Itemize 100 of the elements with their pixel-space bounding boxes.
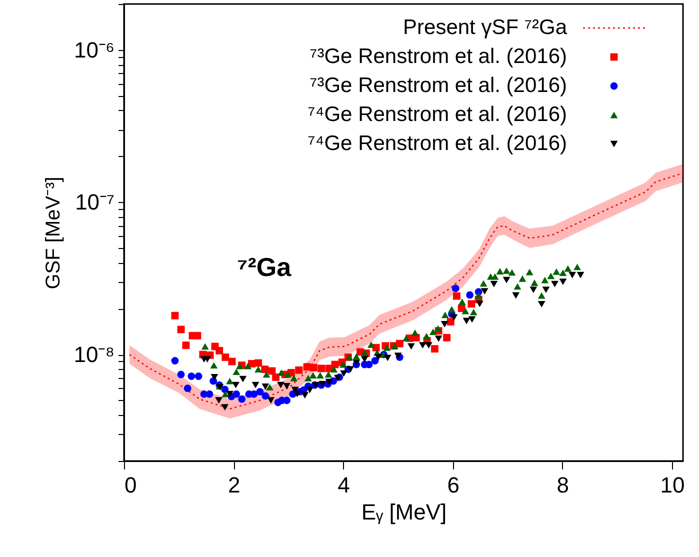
- point: [188, 372, 196, 380]
- point: [564, 265, 572, 272]
- legend-label: ⁷⁴Ge Renstrom et al. (2016): [308, 103, 567, 126]
- point: [261, 366, 269, 373]
- point: [222, 390, 230, 398]
- point: [222, 354, 230, 361]
- legend-label: Present γSF ⁷²Ga: [403, 16, 568, 39]
- point: [559, 270, 567, 276]
- point: [236, 362, 244, 370]
- point: [434, 336, 442, 342]
- point: [306, 386, 314, 394]
- point: [480, 288, 488, 295]
- point: [325, 378, 333, 386]
- x-tick-label: 8: [556, 472, 570, 498]
- x-tick-label: 10: [660, 472, 685, 498]
- point: [239, 376, 247, 382]
- point: [374, 354, 382, 360]
- point: [396, 340, 404, 348]
- point: [429, 328, 437, 336]
- point: [232, 390, 240, 398]
- point: [316, 372, 324, 379]
- point: [568, 272, 576, 278]
- point: [221, 404, 229, 411]
- point: [502, 276, 510, 284]
- point: [402, 334, 410, 342]
- point: [210, 374, 218, 380]
- point: [262, 392, 270, 400]
- point: [541, 276, 549, 284]
- point: [450, 314, 458, 321]
- point: [266, 384, 274, 390]
- point: [476, 300, 484, 308]
- point: [201, 343, 209, 350]
- point: [278, 369, 285, 376]
- point: [551, 280, 558, 288]
- point: [407, 343, 415, 350]
- point: [206, 390, 214, 398]
- x-axis-title: Eᵧ [MeV]: [361, 500, 447, 524]
- point: [177, 370, 185, 378]
- point: [226, 390, 234, 398]
- x-tick-label: 4: [338, 472, 350, 498]
- point: [559, 278, 567, 286]
- point: [171, 357, 179, 364]
- point: [491, 273, 499, 280]
- point: [256, 388, 264, 396]
- point: [452, 284, 460, 292]
- point: [277, 382, 284, 388]
- point: [526, 268, 534, 276]
- point: [552, 268, 560, 275]
- x-tick-label: 2: [228, 472, 240, 498]
- point: [283, 382, 290, 390]
- point: [346, 366, 354, 372]
- point: [295, 366, 303, 374]
- y-tick-label: 10⁻⁶: [74, 37, 114, 62]
- point: [547, 272, 555, 280]
- point: [384, 354, 392, 362]
- point: [466, 291, 474, 299]
- point: [309, 372, 317, 379]
- point: [446, 318, 454, 326]
- point: [530, 280, 538, 286]
- point: [254, 366, 262, 372]
- point: [290, 374, 298, 382]
- point: [216, 346, 224, 354]
- point: [470, 308, 478, 316]
- point: [411, 330, 419, 336]
- point: [272, 373, 280, 381]
- point: [502, 267, 510, 274]
- point: [340, 361, 347, 368]
- point: [496, 268, 504, 274]
- point: [204, 356, 212, 363]
- point: [512, 292, 520, 299]
- point: [371, 357, 379, 364]
- point: [215, 397, 223, 404]
- point: [293, 390, 301, 398]
- point: [250, 390, 258, 398]
- point: [468, 316, 476, 323]
- point: [441, 312, 449, 318]
- point: [508, 269, 516, 276]
- point: [232, 382, 240, 388]
- point: [576, 272, 584, 278]
- point: [352, 353, 360, 360]
- legend-label: ⁷⁴Ge Renstrom et al. (2016): [308, 132, 567, 155]
- point: [210, 362, 218, 368]
- point: [330, 366, 338, 372]
- point: [238, 395, 246, 403]
- annotation: ⁷²Ga: [236, 252, 292, 282]
- point: [318, 364, 325, 372]
- point: [194, 372, 202, 380]
- point: [538, 292, 546, 299]
- point: [301, 392, 309, 398]
- point: [304, 374, 312, 382]
- point: [283, 396, 290, 404]
- point: [310, 364, 318, 372]
- point: [418, 342, 426, 348]
- point: [182, 342, 190, 349]
- point: [440, 321, 448, 328]
- point: [538, 300, 546, 308]
- point: [232, 368, 240, 376]
- point: [244, 362, 252, 370]
- point: [452, 292, 460, 300]
- legend-label: ⁷³Ge Renstrom et al. (2016): [310, 74, 567, 97]
